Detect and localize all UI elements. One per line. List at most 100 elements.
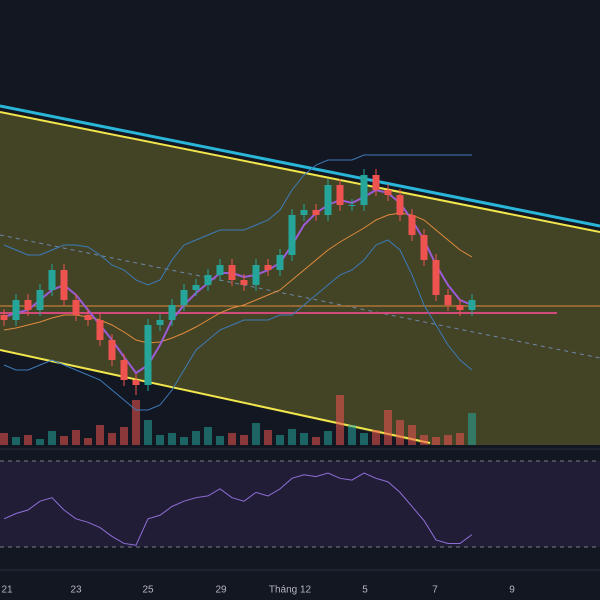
- volume-bar: [180, 437, 188, 445]
- candle-body: [156, 320, 164, 325]
- x-tick-label: 9: [509, 585, 515, 596]
- x-tick-label: Tháng 12: [269, 585, 312, 596]
- volume-bar: [372, 430, 380, 445]
- candle-body: [300, 210, 308, 215]
- channel-top-line: [0, 111, 600, 233]
- candle-body: [408, 215, 416, 235]
- candle-body: [180, 290, 188, 305]
- volume-bar: [240, 435, 248, 445]
- candle-body: [252, 265, 260, 285]
- x-tick-label: 29: [215, 585, 227, 596]
- x-tick-label: 21: [1, 585, 13, 596]
- volume-bar: [24, 435, 32, 445]
- volume-bar: [96, 425, 104, 445]
- candle-body: [228, 265, 236, 280]
- volume-bar: [384, 410, 392, 445]
- volume-bar: [72, 430, 80, 445]
- candle-body: [144, 325, 152, 385]
- volume-bar: [228, 433, 236, 445]
- volume-bar: [108, 433, 116, 445]
- candle-body: [420, 235, 428, 260]
- candle-body: [312, 210, 320, 215]
- candle-body: [72, 300, 80, 315]
- volume-bar: [336, 395, 344, 445]
- candle-body: [24, 300, 32, 310]
- channel-bottom-line: [0, 349, 431, 444]
- x-tick-label: 25: [142, 585, 154, 596]
- candle-body: [108, 340, 116, 360]
- volume-bar: [252, 423, 260, 445]
- volume-bar: [288, 429, 296, 445]
- candle-body: [0, 315, 8, 320]
- candle-body: [396, 195, 404, 215]
- volume-bar: [396, 420, 404, 445]
- candle-body: [120, 360, 128, 380]
- candle-body: [288, 215, 296, 255]
- volume-bar: [216, 436, 224, 445]
- candle-body: [48, 270, 56, 290]
- candle-body: [132, 380, 140, 385]
- volume-bar: [204, 427, 212, 445]
- volume-bar: [120, 427, 128, 445]
- volume-bar: [168, 433, 176, 445]
- candle-body: [192, 285, 200, 290]
- volume-bar: [360, 433, 368, 445]
- candle-body: [360, 175, 368, 205]
- volume-bar: [312, 437, 320, 445]
- volume-bar: [348, 425, 356, 445]
- volume-bar: [276, 435, 284, 445]
- candle-body: [432, 260, 440, 295]
- candle-body: [12, 300, 20, 320]
- x-tick-label: 5: [362, 585, 368, 596]
- x-tick-label: 23: [70, 585, 82, 596]
- volume-bar: [192, 431, 200, 445]
- volume-bar: [456, 433, 464, 445]
- volume-bar: [156, 435, 164, 445]
- indicator-line: [3, 212, 473, 344]
- candle-body: [456, 305, 464, 310]
- channel-mid-line: [0, 234, 600, 359]
- volume-bar: [444, 435, 452, 445]
- candle-body: [216, 265, 224, 275]
- candle-body: [60, 270, 68, 300]
- volume-bar: [60, 436, 68, 445]
- candle-body: [204, 275, 212, 285]
- volume-bar: [420, 435, 428, 445]
- volume-bar: [36, 439, 44, 445]
- indicator-line: [3, 239, 473, 411]
- candle-body: [384, 190, 392, 195]
- candle-body: [444, 295, 452, 305]
- x-tick-label: 7: [432, 585, 438, 596]
- candle-body: [468, 300, 476, 310]
- candle-body: [264, 265, 272, 270]
- volume-bar: [300, 433, 308, 445]
- volume-bar: [408, 425, 416, 445]
- candle-body: [336, 185, 344, 205]
- volume-bar: [264, 430, 272, 445]
- indicator-line: [3, 188, 473, 375]
- volume-bar: [324, 431, 332, 445]
- rsi-line: [3, 472, 473, 546]
- candle-body: [240, 280, 248, 285]
- volume-bar: [84, 438, 92, 445]
- rsi-band: [0, 461, 600, 547]
- candle-body: [96, 320, 104, 340]
- candle-body: [324, 185, 332, 215]
- volume-bar: [0, 433, 8, 445]
- volume-bar: [468, 413, 476, 445]
- volume-bar: [48, 431, 56, 445]
- indicator-line: [3, 154, 472, 286]
- volume-bar: [432, 437, 440, 445]
- volume-bar: [12, 437, 20, 445]
- candle-body: [168, 305, 176, 320]
- volume-bar: [132, 400, 140, 445]
- candle-body: [372, 175, 380, 190]
- candle-body: [84, 315, 92, 320]
- candle-body: [276, 255, 284, 270]
- candle-body: [36, 290, 44, 310]
- candle-body: [348, 205, 356, 206]
- volume-bar: [144, 420, 152, 445]
- channel-outer-line: [0, 104, 600, 228]
